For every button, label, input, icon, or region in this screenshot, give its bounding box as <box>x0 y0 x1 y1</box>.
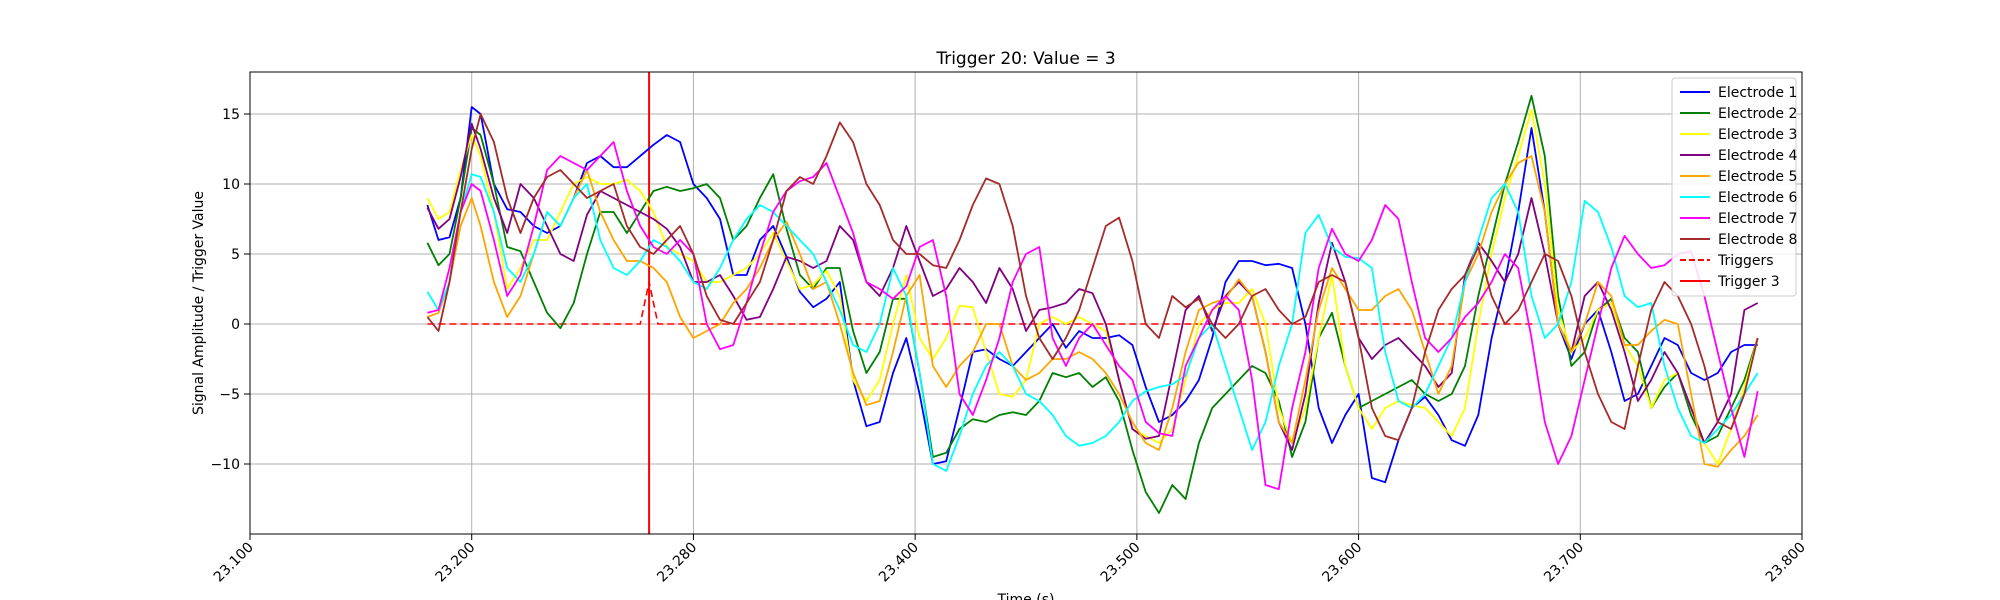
chart-title: Trigger 20: Value = 3 <box>935 49 1115 69</box>
x-axis-title: Time (s) <box>997 592 1055 600</box>
legend-label: Electrode 7 <box>1718 211 1797 227</box>
y-axis: −10 −5 0 5 10 15 <box>210 107 250 473</box>
x-tick-label: 23.280 <box>654 540 700 586</box>
series-line-electrode-5 <box>427 155 1759 468</box>
legend-label: Electrode 1 <box>1718 85 1797 101</box>
legend-label: Electrode 4 <box>1718 148 1797 164</box>
series-line-electrode-3 <box>426 108 1759 465</box>
y-tick-label: −10 <box>210 457 240 473</box>
x-tick-label: 23.600 <box>1319 540 1365 586</box>
x-tick-label: 23.700 <box>1541 540 1587 586</box>
legend: Electrode 1 Electrode 2 Electrode 3 Electro… <box>1671 77 1797 297</box>
y-axis-title: Signal Amplitude / Trigger Value <box>191 191 207 415</box>
legend-label: Trigger 3 <box>1717 274 1780 290</box>
series-line-electrode-8 <box>426 113 1759 442</box>
series-line-electrode-6 <box>426 173 1759 472</box>
y-tick-label: 15 <box>222 107 240 123</box>
plot-frame <box>249 71 1803 535</box>
x-tick-label: 23.400 <box>876 540 922 586</box>
legend-label: Electrode 3 <box>1718 127 1797 143</box>
x-tick-label: 23.800 <box>1763 540 1809 586</box>
y-tick-label: 0 <box>231 317 240 333</box>
legend-label: Electrode 2 <box>1718 106 1797 122</box>
legend-label: Electrode 8 <box>1718 232 1797 248</box>
series-line-electrode-4 <box>426 122 1759 451</box>
series-line-electrode-7 <box>427 141 1759 491</box>
y-tick-label: −5 <box>219 387 240 403</box>
y-tick-label: 10 <box>222 177 240 193</box>
legend-label: Triggers <box>1717 253 1774 269</box>
legend-box <box>1671 77 1797 297</box>
x-axis: 23.100 23.200 23.280 23.400 23.500 23.600 23.7… <box>211 534 1809 585</box>
series-line-electrode-1 <box>426 106 1758 484</box>
y-tick-label: 5 <box>231 247 240 263</box>
series-line-electrode-2 <box>426 94 1759 514</box>
series-layer <box>426 94 1759 514</box>
triggers-series-line <box>427 281 1536 325</box>
x-tick-label: 23.200 <box>433 540 479 586</box>
x-tick-label: 23.500 <box>1098 540 1144 586</box>
x-tick-label: 23.100 <box>211 540 257 586</box>
legend-label: Electrode 6 <box>1718 190 1797 206</box>
legend-label: Electrode 5 <box>1718 169 1797 185</box>
